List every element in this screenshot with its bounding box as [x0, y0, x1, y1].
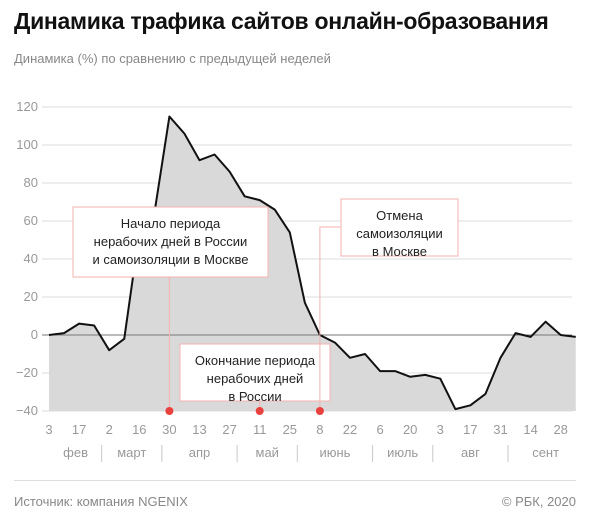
annotation-text: нерабочих дней	[207, 371, 304, 386]
annotation-marker	[165, 407, 174, 415]
traffic-chart: −40 −20 0 20 40 60 80 100 120 3 17 2 16 30 13 27 11 25 8 2…	[16, 99, 576, 462]
traffic-area-fill	[49, 116, 576, 411]
x-tick-label: 17	[72, 422, 86, 437]
source-note: Источник: компания NGENIX	[14, 494, 188, 509]
annotation-text: нерабочих дней в России	[94, 234, 248, 249]
y-tick-label: 60	[24, 213, 38, 228]
x-tick-label: 8	[316, 422, 323, 437]
month-label: июль	[387, 445, 418, 460]
x-tick-label: 11	[253, 422, 267, 437]
x-tick-label: 16	[132, 422, 146, 437]
month-label: март	[117, 445, 146, 460]
month-label: май	[256, 445, 279, 460]
x-tick-label: 6	[376, 422, 383, 437]
month-label: авг	[461, 445, 480, 460]
annotation-box	[72, 206, 269, 278]
annotation-box	[340, 198, 459, 257]
annotation-box	[179, 343, 331, 402]
y-tick-label: 20	[24, 289, 38, 304]
x-tick-label: 30	[162, 422, 176, 437]
x-tick-label: 31	[493, 422, 507, 437]
annotation-callout: Отмена самоизоляции в Москве	[315, 198, 459, 415]
annotation-text: самоизоляции	[356, 226, 443, 241]
y-tick-label: 100	[16, 137, 38, 152]
annotation-text: и самоизоляции в Москве	[93, 252, 249, 267]
x-tick-label: 20	[403, 422, 417, 437]
x-tick-label: 14	[523, 422, 537, 437]
x-tick-label: 27	[222, 422, 236, 437]
x-tick-label: 17	[463, 422, 477, 437]
x-tick-label: 13	[192, 422, 206, 437]
y-tick-label: 80	[24, 175, 38, 190]
y-tick-label: 0	[31, 327, 38, 342]
month-label: июнь	[319, 445, 350, 460]
annotation-text: Начало периода	[121, 216, 221, 231]
annotation-text: Окончание периода	[195, 353, 316, 368]
month-label: фев	[63, 445, 88, 460]
annotation-marker	[315, 407, 324, 415]
annotation-leader	[319, 226, 341, 411]
annotation-text: Отмена	[376, 208, 423, 223]
annotation-callout: Начало периода нерабочих дней в России и с…	[72, 206, 269, 415]
y-axis-ticks: −40 −20 0 20 40 60 80 100 120	[16, 99, 38, 418]
footer-divider	[14, 480, 576, 481]
y-tick-label: −40	[16, 403, 38, 418]
x-tick-label: 22	[343, 422, 357, 437]
x-tick-label: 2	[106, 422, 113, 437]
chart-subtitle: Динамика (%) по сравнению с предыдущей н…	[14, 51, 331, 66]
annotation-text: в Москве	[372, 244, 427, 259]
y-tick-label: 120	[16, 99, 38, 114]
x-axis-ticks: 3 17 2 16 30 13 27 11 25 8 22 6 20 3 17 31 14 28	[45, 422, 568, 437]
month-axis: фев март апр май июнь июль авг сент	[63, 445, 559, 462]
annotation-text: в России	[228, 389, 281, 404]
month-label: апр	[189, 445, 211, 460]
y-tick-label: 40	[24, 251, 38, 266]
x-tick-label: 25	[283, 422, 297, 437]
x-tick-label: 3	[45, 422, 52, 437]
annotations: Начало периода нерабочих дней в России и с…	[72, 198, 459, 415]
x-tick-label: 3	[437, 422, 444, 437]
month-label: сент	[532, 445, 559, 460]
copyright-note: © РБК, 2020	[501, 494, 576, 509]
y-tick-label: −20	[16, 365, 38, 380]
x-tick-label: 28	[553, 422, 567, 437]
chart-title: Динамика трафика сайтов онлайн-образован…	[14, 8, 549, 34]
annotation-callout: Окончание периода нерабочих дней в России	[179, 343, 331, 415]
annotation-marker	[255, 407, 264, 415]
